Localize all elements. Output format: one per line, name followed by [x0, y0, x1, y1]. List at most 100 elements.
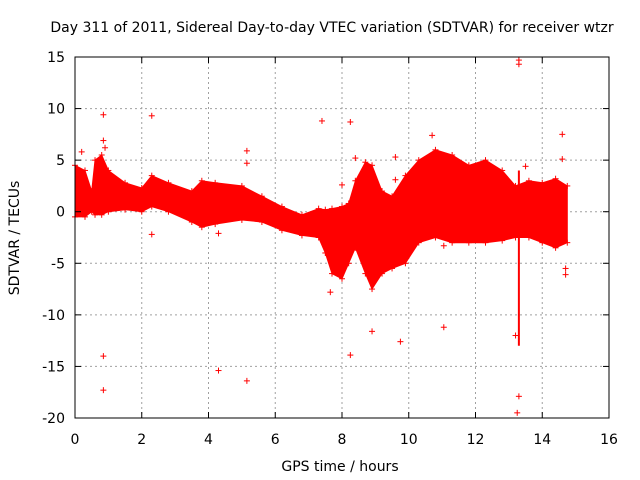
x-tick-label: 4: [204, 432, 213, 448]
outlier-point: [347, 118, 354, 125]
band-point: [499, 237, 506, 244]
x-tick-label: 16: [600, 432, 618, 448]
band-point: [92, 211, 99, 218]
band-point: [525, 234, 532, 241]
band-point: [148, 203, 155, 210]
y-tick-label: -10: [42, 308, 65, 324]
band-point: [188, 219, 195, 226]
band-point: [552, 244, 559, 251]
band-point: [278, 203, 285, 210]
band-point: [322, 249, 329, 256]
outlier-point: [102, 144, 109, 151]
axis-ticks: 0 2 4 6 8 10 12 14 16 -20 -15 -10 -5 0 5 10 15: [42, 50, 618, 448]
band-point: [482, 157, 489, 164]
outlier-point: [318, 117, 325, 124]
band-point: [402, 172, 409, 179]
band-point: [82, 167, 89, 174]
outlier-point: [562, 265, 569, 272]
y-tick-label: -15: [42, 359, 65, 375]
outlier-point: [243, 160, 250, 167]
x-axis-label: GPS time / hours: [281, 459, 398, 475]
band-point: [499, 167, 506, 174]
x-tick-label: 14: [533, 432, 551, 448]
band-point: [92, 157, 99, 164]
outlier-point: [515, 61, 522, 68]
outlier-point: [514, 409, 521, 416]
band-point: [564, 239, 571, 246]
band-point: [449, 239, 456, 246]
band-point: [369, 286, 376, 293]
y-tick-label: -20: [42, 411, 65, 427]
outlier-point: [559, 156, 566, 163]
band-point: [512, 234, 519, 241]
band-point: [402, 260, 409, 267]
band-point: [122, 179, 129, 186]
outlier-point: [100, 137, 107, 144]
y-tick-label: 10: [47, 102, 65, 118]
outlier-point: [78, 148, 85, 155]
band-point: [165, 208, 172, 215]
band-point: [339, 203, 345, 210]
outlier-point: [522, 163, 529, 170]
x-tick-label: 6: [271, 432, 280, 448]
outlier-point: [148, 231, 155, 238]
band-point: [552, 175, 559, 182]
outlier-point: [100, 353, 107, 360]
band-point: [258, 193, 265, 200]
band-point: [198, 224, 205, 231]
x-tick-label: 8: [338, 432, 347, 448]
band-point: [315, 205, 322, 212]
band-point: [122, 206, 129, 213]
band-point: [525, 177, 532, 184]
band-point: [345, 200, 352, 207]
y-tick-label: -5: [51, 256, 65, 272]
chart-title: Day 311 of 2011, Sidereal Day-to-day VTE…: [50, 20, 614, 36]
band-point: [105, 208, 112, 215]
outlier-point: [512, 332, 519, 339]
outlier-point: [243, 377, 250, 384]
outlier-point: [440, 242, 447, 249]
band-point: [315, 234, 322, 241]
outlier-point: [429, 132, 436, 139]
band-point: [539, 179, 546, 186]
band-point: [212, 179, 219, 186]
outlier-point: [397, 338, 404, 345]
band-point: [339, 275, 345, 282]
outlier-point: [392, 154, 399, 161]
y-tick-label: 5: [56, 153, 65, 169]
band-point: [212, 221, 219, 228]
outlier-point: [100, 111, 107, 118]
outlier-point: [100, 387, 107, 394]
x-tick-label: 2: [137, 432, 146, 448]
outlier-point: [215, 230, 222, 237]
band-point: [298, 232, 305, 239]
band-point: [328, 270, 335, 277]
band-point: [198, 177, 205, 184]
band-point: [369, 162, 376, 169]
band-point: [238, 216, 245, 223]
y-axis-label: SDTVAR / TECUs: [7, 181, 23, 296]
band-point: [482, 239, 489, 246]
band-point: [415, 239, 422, 246]
outlier-point: [339, 181, 345, 188]
outlier-point: [148, 112, 155, 119]
band-point: [148, 172, 155, 179]
band-point: [389, 265, 396, 272]
data-series: [72, 57, 571, 416]
y-tick-label: 0: [56, 205, 65, 221]
y-tick-label: 15: [47, 50, 65, 66]
band-point: [432, 234, 439, 241]
outlier-point: [559, 131, 566, 138]
band-point: [188, 188, 195, 195]
band-point: [138, 208, 145, 215]
band-point: [389, 193, 396, 200]
outlier-point: [392, 176, 399, 183]
band-point: [345, 260, 352, 267]
band-point: [352, 177, 359, 184]
band-point: [88, 208, 95, 215]
band-point: [238, 182, 245, 189]
outlier-point: [369, 328, 376, 335]
outlier-point: [562, 271, 569, 278]
band-point: [278, 227, 285, 234]
